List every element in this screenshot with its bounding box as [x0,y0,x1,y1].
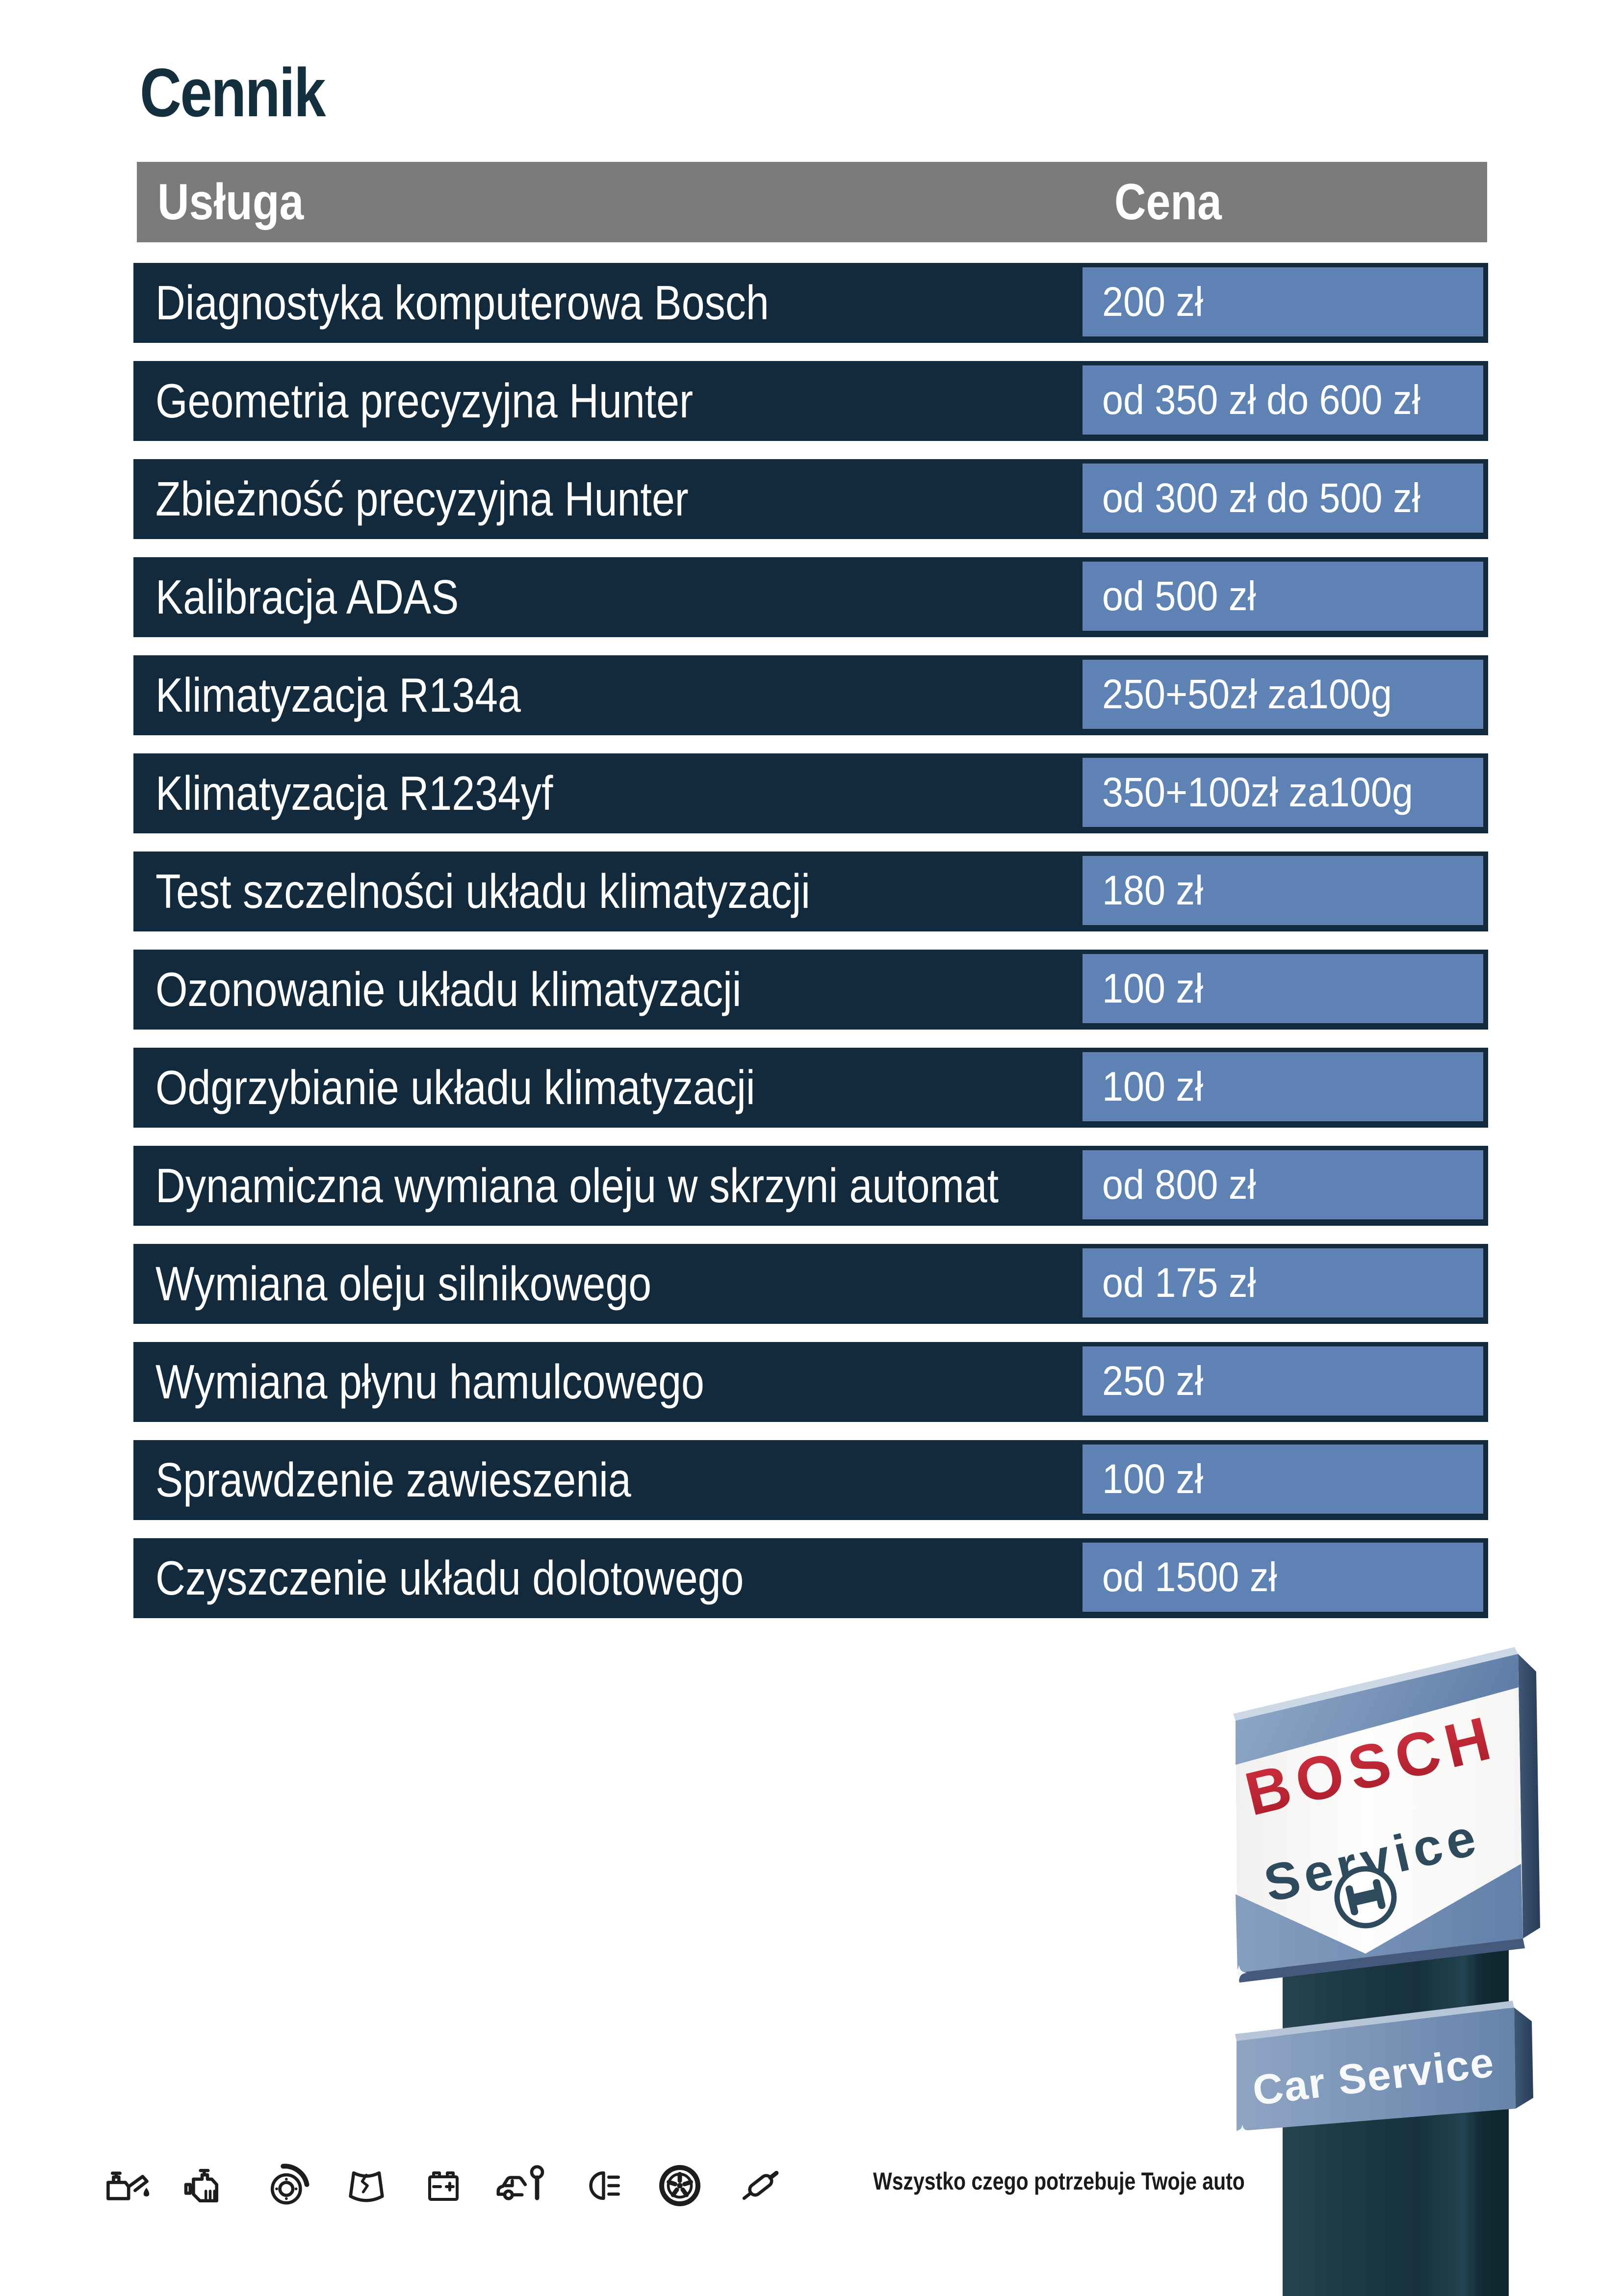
table-row: Kalibracja ADAS od 500 zł [133,557,1488,637]
banner-side-face [1514,2008,1533,2109]
price-cell: 180 zł [1083,856,1483,925]
price-cell: 100 zł [1083,1445,1483,1514]
price-cell: od 800 zł [1083,1150,1483,1219]
price-cell: od 300 zł do 500 zł [1083,464,1483,533]
table-row: Zbieżność precyzyjna Hunter od 300 zł do … [133,459,1488,539]
sign-top-edge [1233,1647,1518,1721]
price-cell: 350+100zł za100g [1083,758,1483,827]
price-cell: od 500 zł [1083,562,1483,631]
car-service-icon [494,2159,548,2213]
table-row: Wymiana płynu hamulcowego 250 zł [133,1342,1488,1422]
price-cell: 100 zł [1083,1052,1483,1121]
service-label: Klimatyzacja R1234yf [155,766,553,820]
table-row: Ozonowanie układu klimatyzacji 100 zł [133,950,1488,1030]
table-row: Klimatyzacja R134a 250+50zł za100g [133,655,1488,735]
service-label: Klimatyzacja R134a [155,668,521,722]
header-service: Usługa [157,173,304,231]
service-label: Ozonowanie układu klimatyzacji [155,962,742,1016]
table-row: Dynamiczna wymiana oleju w skrzyni autom… [133,1146,1488,1226]
table-row: Diagnostyka komputerowa Bosch 200 zł [133,263,1488,343]
windshield-icon [340,2159,393,2213]
brake-disc-icon [260,2159,314,2213]
sign-bottom-bevel [1237,1938,1525,1983]
banner-front [1237,2008,1516,2131]
battery-icon [419,2159,468,2213]
footer-tagline: Wszystko czego potrzebuje Twoje auto [873,2167,1245,2195]
service-label: Wymiana płynu hamulcowego [155,1355,704,1409]
price-cell: od 350 zł do 600 zł [1083,365,1483,435]
sign-top-band [1236,1654,1519,1765]
bosch-service-sign: BOSCH Service Car Service [1231,1647,1540,2296]
service-label: Zbieżność precyzyjna Hunter [155,472,689,526]
service-label: Wymiana oleju silnikowego [155,1257,652,1311]
price-cell: 250+50zł za100g [1083,660,1483,729]
table-row: Sprawdzenie zawieszenia 100 zł [133,1440,1488,1520]
alloy-wheel-icon [652,2158,707,2213]
service-label: Geometria precyzyjna Hunter [155,374,694,428]
service-label: Kalibracja ADAS [155,570,459,624]
service-label: Diagnostyka komputerowa Bosch [155,276,769,330]
service-label: Czyszczenie układu dolotowego [155,1551,744,1605]
service-label: Dynamiczna wymiana oleju w skrzyni autom… [155,1159,999,1212]
price-cell: od 1500 zł [1083,1543,1483,1612]
table-row: Test szczelności układu klimatyzacji 180 … [133,851,1488,931]
price-cell: 200 zł [1083,267,1483,336]
table-row: Klimatyzacja R1234yf 350+100zł za100g [133,753,1488,833]
sparkle-highlights [1231,1965,1249,2137]
service-label: Odgrzybianie układu klimatyzacji [155,1060,755,1114]
table-row: Wymiana oleju silnikowego od 175 zł [133,1244,1488,1324]
sign-side-face [1518,1654,1540,1938]
price-table: Diagnostyka komputerowa Bosch 200 zł Geom… [133,263,1488,1636]
table-row: Czyszczenie układu dolotowego od 1500 zł [133,1538,1488,1618]
banner-top-edge [1235,2001,1514,2041]
page-title: Cennik [140,54,326,131]
service-icons-strip [101,2152,787,2219]
bosch-armature-icon [1334,1866,1397,1929]
engine-icon [180,2159,234,2213]
price-cell: 100 zł [1083,954,1483,1023]
table-header: Usługa Cena [137,162,1487,242]
oil-can-icon [101,2159,155,2213]
price-cell: od 175 zł [1083,1248,1483,1317]
service-label: Test szczelności układu klimatyzacji [155,864,810,918]
exhaust-icon [733,2159,787,2213]
table-row: Odgrzybianie układu klimatyzacji 100 zł [133,1048,1488,1128]
sign-bottom-chevron [1236,1864,1523,1973]
headlight-icon [574,2159,627,2213]
price-cell: 250 zł [1083,1346,1483,1416]
table-row: Geometria precyzyjna Hunter od 350 zł do … [133,361,1488,441]
header-price: Cena [1114,173,1222,231]
service-label: Sprawdzenie zawieszenia [155,1453,631,1507]
